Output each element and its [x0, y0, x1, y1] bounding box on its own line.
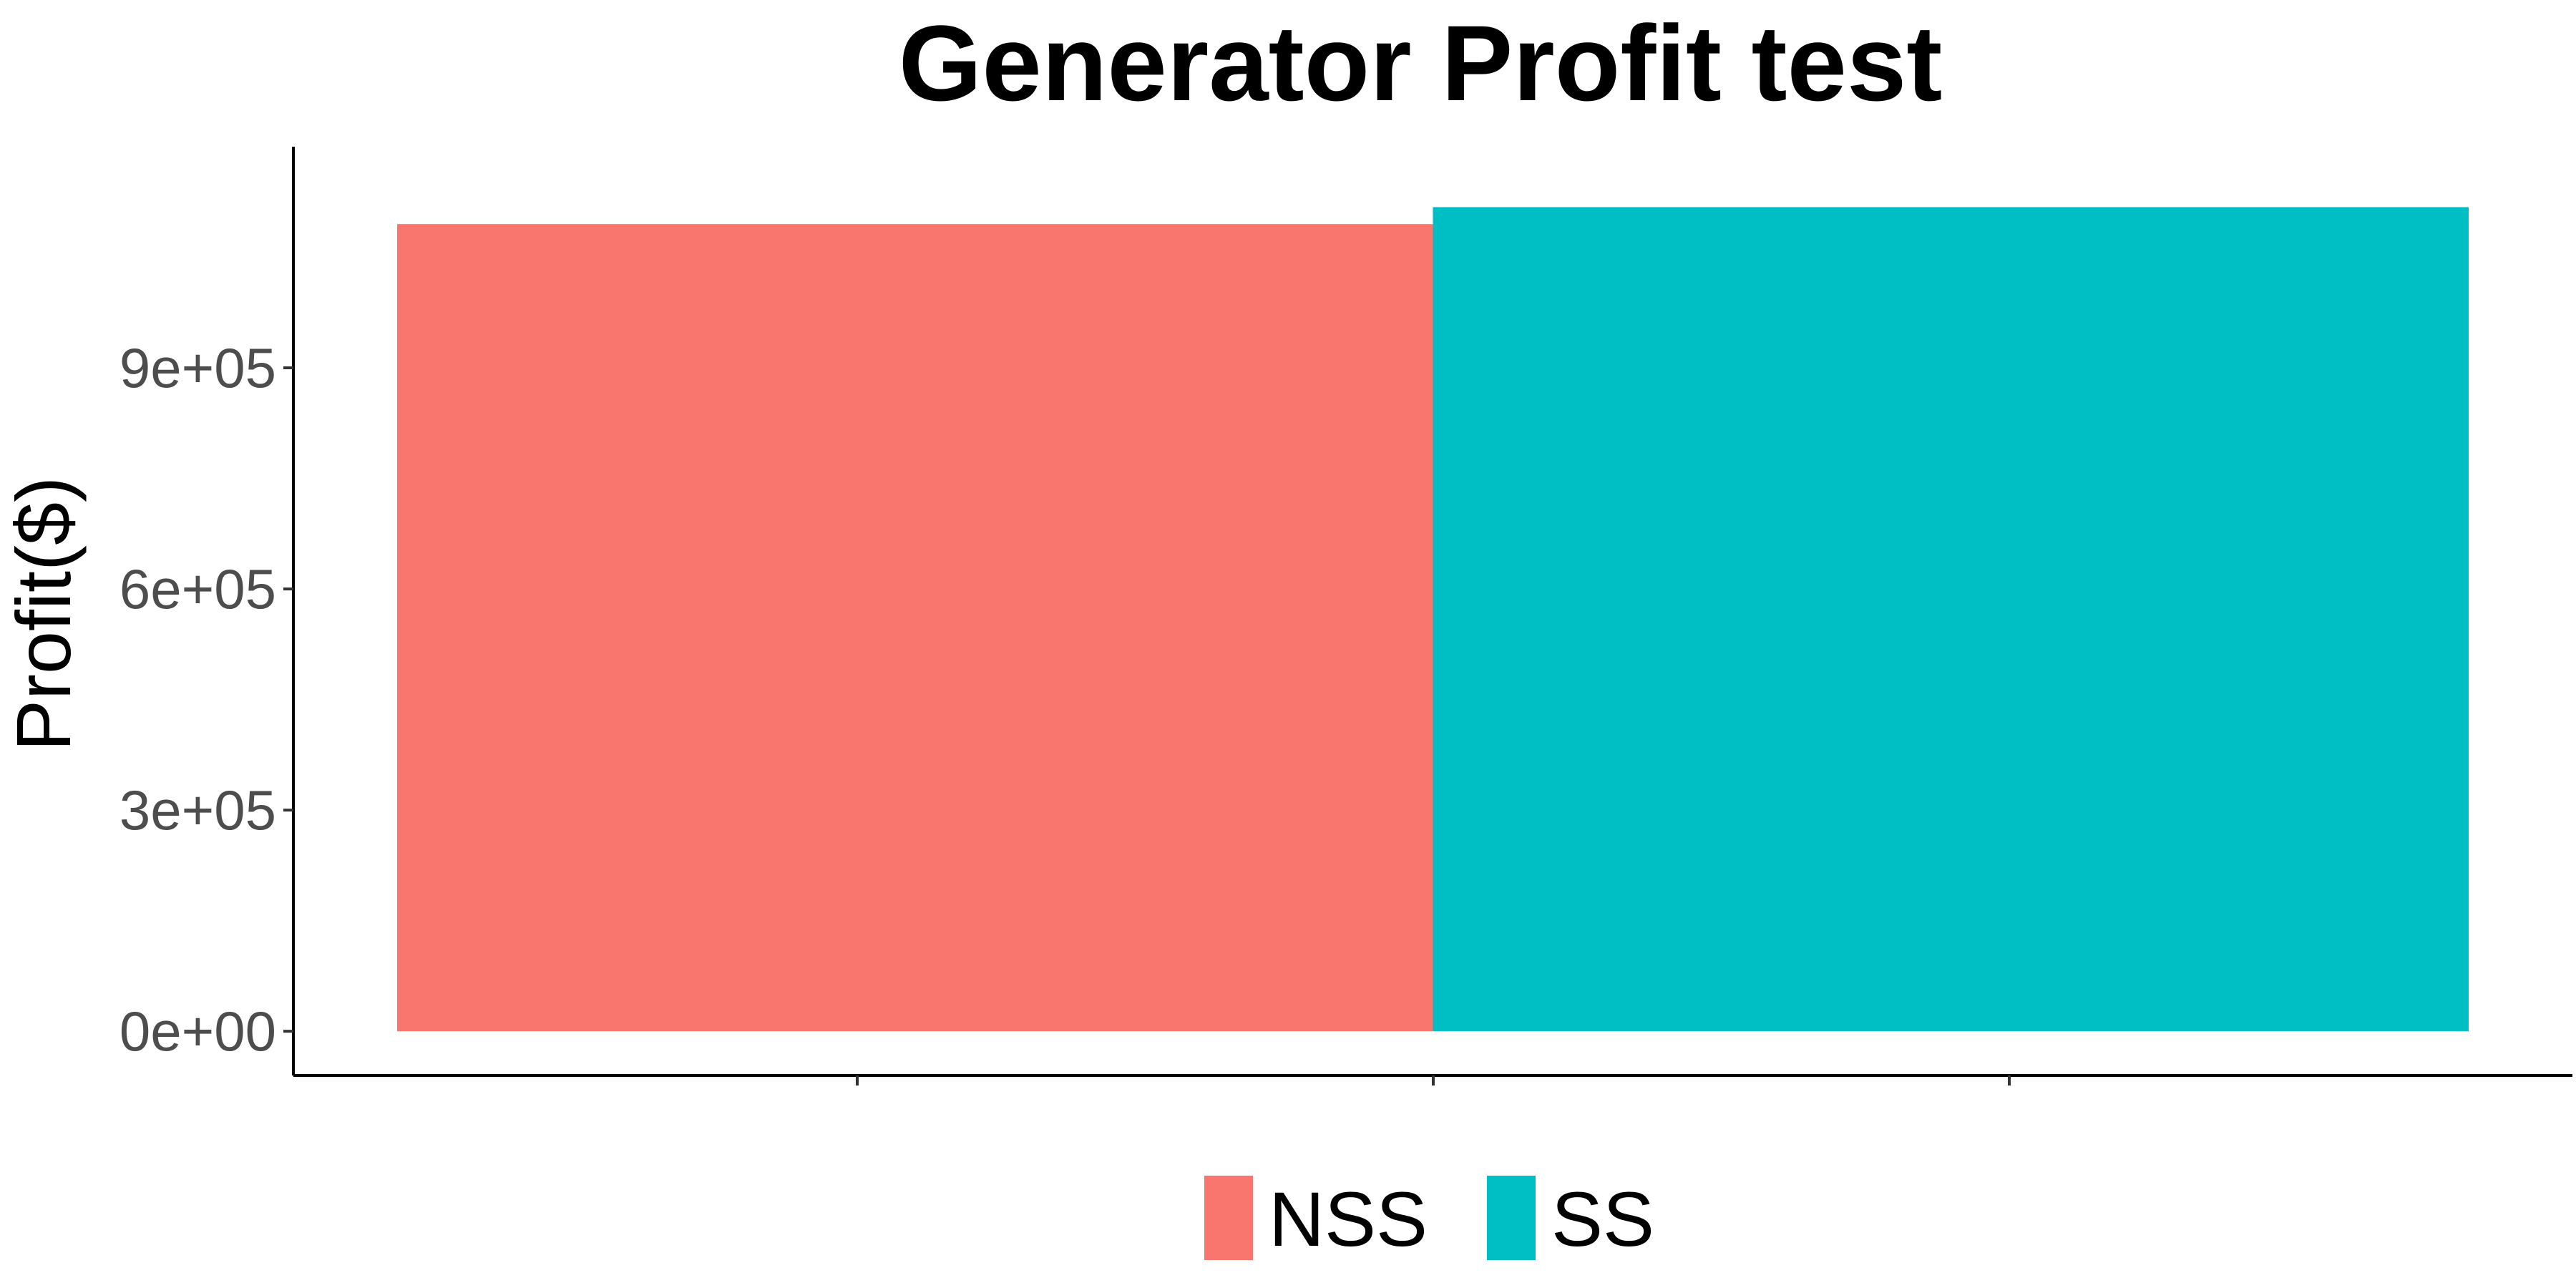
legend: NSS SS	[1204, 1176, 1654, 1262]
legend-key-ss	[1487, 1176, 1536, 1260]
y-axis: 0e+00 3e+05 6e+05 9e+05	[119, 147, 295, 1075]
y-tick-label: 9e+05	[119, 336, 276, 399]
legend-key-nss	[1204, 1176, 1253, 1260]
y-tick-label: 3e+05	[119, 779, 276, 841]
y-axis-label: Profit($)	[0, 477, 87, 751]
x-axis	[293, 1074, 2572, 1085]
bar-ss	[1433, 207, 2469, 1032]
legend-label-nss: NSS	[1269, 1176, 1428, 1262]
legend-label-ss: SS	[1551, 1176, 1654, 1262]
bars-layer	[397, 207, 2469, 1032]
y-tick-label: 0e+00	[119, 1000, 276, 1063]
y-tick-label: 6e+05	[119, 557, 276, 620]
chart-title: Generator Profit test	[899, 3, 1943, 123]
bar-nss	[397, 224, 1433, 1032]
